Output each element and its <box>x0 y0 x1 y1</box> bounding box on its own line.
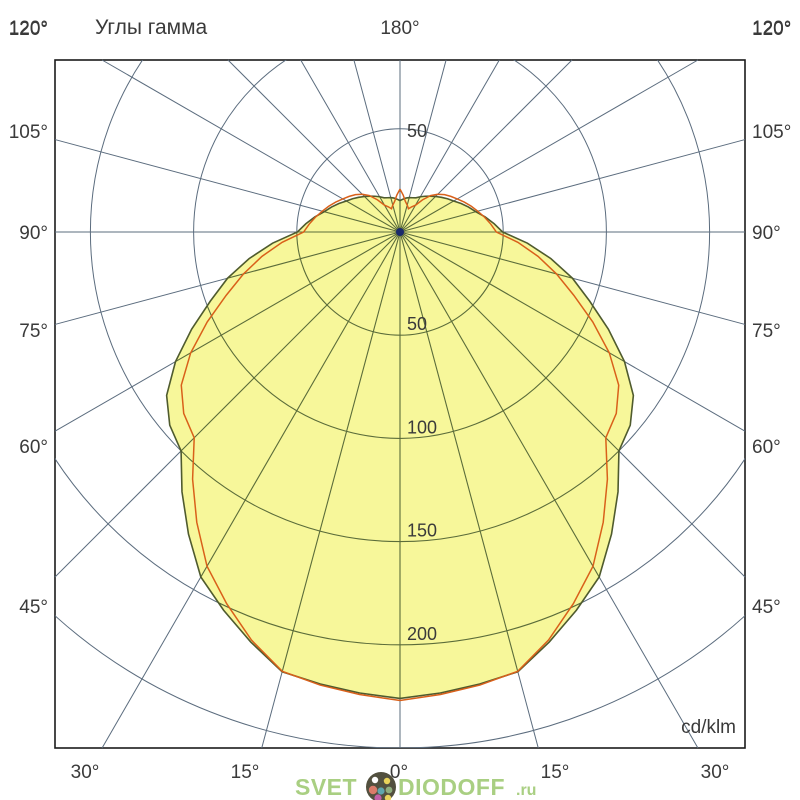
svg-text:105°: 105° <box>9 122 48 143</box>
svg-text:Углы гамма: Углы гамма <box>95 16 208 39</box>
svg-text:75°: 75° <box>752 321 781 342</box>
svg-text:150: 150 <box>407 521 437 541</box>
svg-text:105°: 105° <box>752 122 791 143</box>
svg-text:90°: 90° <box>752 223 781 244</box>
svg-text:120°: 120° <box>9 18 48 39</box>
svg-text:DIODOFF: DIODOFF <box>398 774 505 800</box>
svg-text:90°: 90° <box>19 223 48 244</box>
svg-text:60°: 60° <box>19 437 48 458</box>
svg-text:15°: 15° <box>231 762 260 783</box>
svg-text:50: 50 <box>407 314 427 334</box>
svg-text:100: 100 <box>407 417 437 437</box>
svg-text:30°: 30° <box>701 762 730 783</box>
svg-text:50: 50 <box>407 121 427 141</box>
svg-text:200: 200 <box>407 624 437 644</box>
svg-text:.ru: .ru <box>516 782 536 799</box>
svg-text:SVET: SVET <box>295 774 357 800</box>
svg-text:75°: 75° <box>19 321 48 342</box>
svg-text:180°: 180° <box>380 18 419 39</box>
svg-text:cd/klm: cd/klm <box>681 717 736 738</box>
svg-text:30°: 30° <box>71 762 100 783</box>
svg-text:120°: 120° <box>752 18 791 39</box>
svg-text:45°: 45° <box>752 597 781 618</box>
svg-text:60°: 60° <box>752 437 781 458</box>
svg-text:45°: 45° <box>19 597 48 618</box>
svg-text:15°: 15° <box>541 762 570 783</box>
